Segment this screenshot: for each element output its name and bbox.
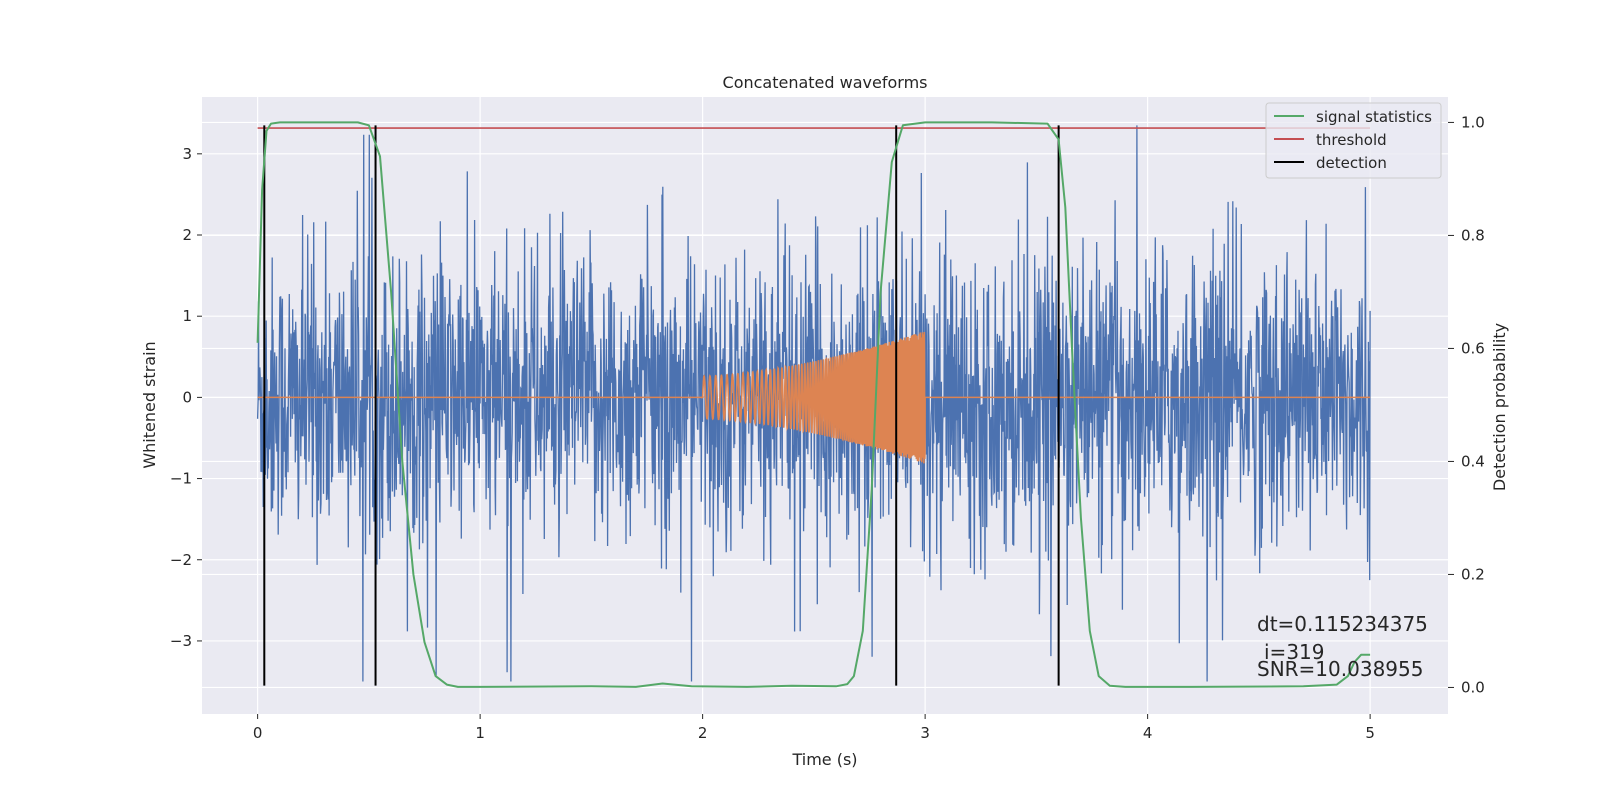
x-tick-label: 4 [1143,724,1153,742]
y2-axis-label: Detection probability [1490,323,1509,491]
y-axis-label: Whitened strain [140,341,159,468]
legend-label-detection: detection [1316,154,1387,172]
y2-tick-label: 0.0 [1461,678,1485,696]
x-tick-label: 1 [475,724,485,742]
y2-tick-label: 1.0 [1461,113,1485,131]
axes-layer: 0 1 2 3 4 5 −3 −2 −1 0 1 2 3 0.0 0.2 0.4 0.6 0.8 1.0 [170,113,1485,742]
legend-label-threshold: threshold [1316,131,1387,149]
x-tick-label: 5 [1365,724,1375,742]
y-tick-label: 3 [182,145,192,163]
y2-tick-label: 0.6 [1461,339,1485,357]
chart-title: Concatenated waveforms [723,73,928,92]
x-tick-label: 3 [920,724,930,742]
legend-box [1265,102,1442,179]
y2-tick-label: 0.8 [1461,226,1485,244]
y2-tick-label: 0.2 [1461,565,1485,583]
signal-statistics-line [256,121,1371,688]
series-layer [256,121,1371,688]
chirp-trace [257,331,1371,464]
y-tick-label: 1 [182,307,192,325]
x-tick-label: 2 [698,724,708,742]
annotation-index: i=319 [1264,640,1325,664]
chirp-trace-path [257,331,1371,464]
y-tick-label: −3 [170,632,192,650]
y-tick-label: 2 [182,226,192,244]
y-tick-label: 0 [182,388,192,406]
legend-label-signal-statistics: signal statistics [1316,108,1432,126]
annotation-dt: dt=0.115234375 [1257,612,1428,636]
x-axis-label: Time (s) [791,750,857,769]
y-tick-label: −1 [170,470,192,488]
x-tick-label: 0 [253,724,263,742]
y2-tick-label: 0.4 [1461,452,1485,470]
legend: signal statistics threshold detection [1265,102,1442,179]
y-tick-label: −2 [170,551,192,569]
annotation-snr: SNR=10.038955 [1257,657,1423,681]
